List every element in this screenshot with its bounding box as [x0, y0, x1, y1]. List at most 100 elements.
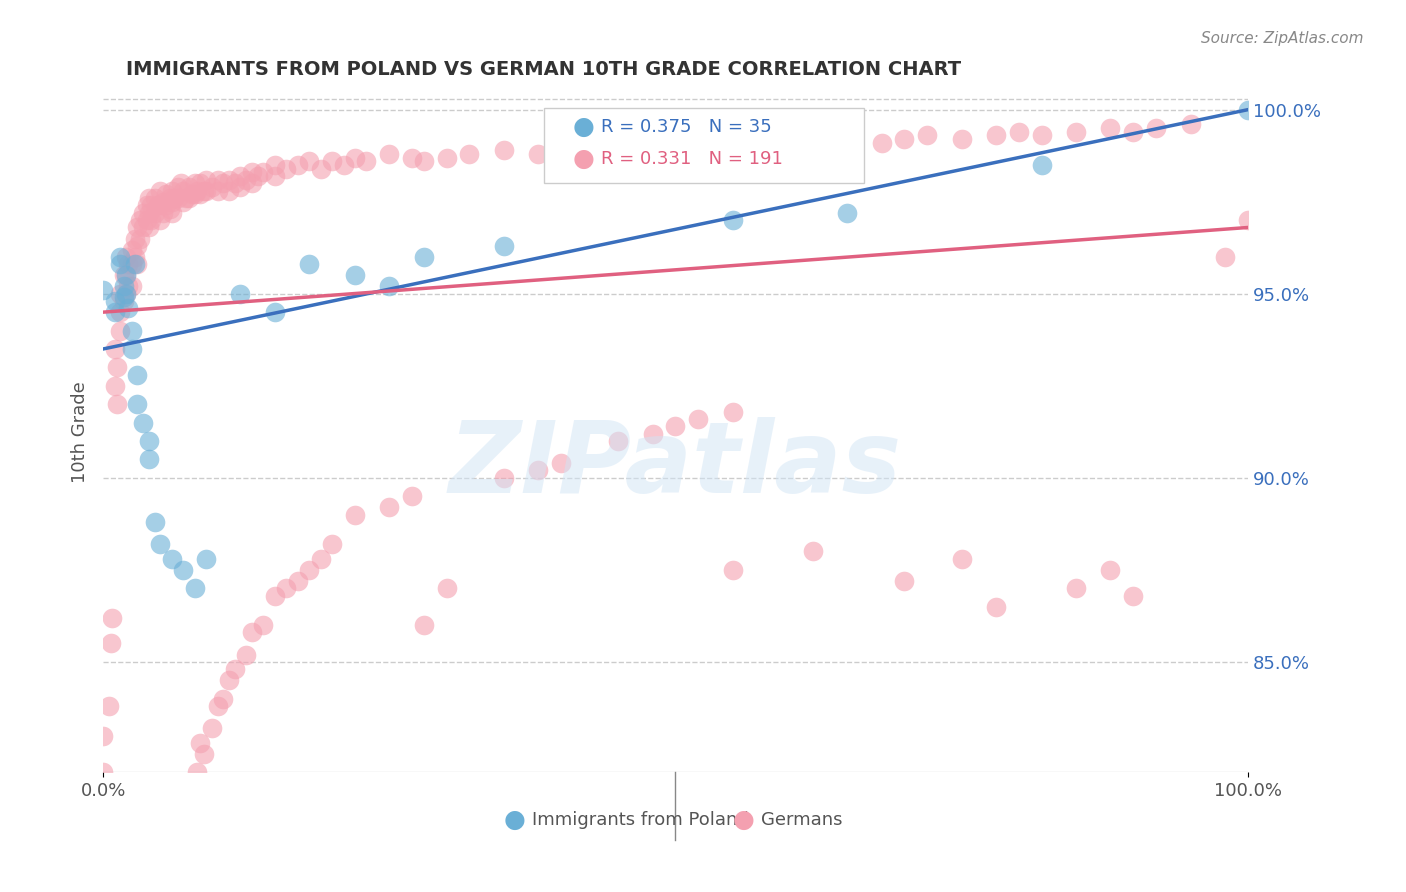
Point: [412, 250, 434, 264]
Point: [160, 184, 183, 198]
Point: [721, 563, 744, 577]
Point: [436, 151, 458, 165]
Point: [149, 198, 172, 212]
Point: [688, 412, 710, 426]
Point: [193, 747, 215, 761]
Point: [103, 342, 125, 356]
Point: [103, 305, 125, 319]
Point: [155, 198, 177, 212]
Point: [115, 286, 138, 301]
Point: [174, 809, 197, 823]
Point: [110, 286, 132, 301]
Point: [1237, 213, 1260, 227]
Point: [160, 194, 183, 209]
Point: [127, 368, 149, 382]
Point: [756, 132, 779, 146]
Point: [143, 191, 166, 205]
Point: [1064, 125, 1087, 139]
Text: Germans: Germans: [761, 811, 842, 829]
Point: [201, 721, 224, 735]
Point: [641, 426, 664, 441]
Point: [166, 847, 188, 861]
Point: [1099, 563, 1122, 577]
Point: [1122, 589, 1144, 603]
Point: [276, 161, 298, 176]
Point: [263, 589, 285, 603]
Point: [115, 250, 138, 264]
Point: [356, 154, 378, 169]
Point: [298, 563, 321, 577]
Point: [195, 184, 218, 198]
Point: [135, 213, 157, 227]
Point: [224, 662, 246, 676]
Point: [721, 136, 744, 150]
Point: [112, 290, 135, 304]
Point: [664, 136, 686, 150]
Point: [132, 416, 155, 430]
Text: R = 0.375   N = 35: R = 0.375 N = 35: [602, 119, 772, 136]
Point: [688, 139, 710, 153]
Point: [893, 574, 915, 588]
Point: [110, 250, 132, 264]
Point: [141, 213, 163, 227]
Point: [550, 456, 572, 470]
Point: [170, 838, 193, 853]
Point: [127, 397, 149, 411]
Point: [917, 128, 939, 143]
Point: [1122, 125, 1144, 139]
Point: [112, 279, 135, 293]
Point: [984, 599, 1007, 614]
Point: [172, 194, 194, 209]
Point: [218, 172, 240, 186]
Point: [186, 765, 208, 780]
Point: [195, 551, 218, 566]
Point: [801, 136, 824, 150]
Point: [128, 231, 150, 245]
Point: [105, 397, 128, 411]
Point: [181, 783, 204, 797]
Point: [121, 324, 143, 338]
Point: [152, 194, 174, 209]
Point: [112, 294, 135, 309]
Point: [252, 618, 274, 632]
Point: [492, 471, 515, 485]
Point: [276, 581, 298, 595]
Point: [412, 154, 434, 169]
Point: [378, 279, 401, 293]
Point: [177, 802, 200, 816]
Point: [984, 128, 1007, 143]
Point: [159, 191, 181, 205]
Text: Immigrants from Poland: Immigrants from Poland: [533, 811, 749, 829]
Point: [263, 305, 285, 319]
Point: [143, 206, 166, 220]
FancyBboxPatch shape: [544, 108, 865, 183]
Point: [195, 172, 218, 186]
Point: [1180, 117, 1202, 131]
Point: [138, 452, 160, 467]
Point: [207, 699, 229, 714]
Point: [332, 158, 354, 172]
Point: [117, 279, 139, 293]
Point: [135, 198, 157, 212]
Point: [115, 286, 138, 301]
Point: [105, 360, 128, 375]
Point: [121, 243, 143, 257]
Point: [321, 154, 343, 169]
Point: [492, 239, 515, 253]
Point: [309, 161, 332, 176]
Point: [127, 239, 149, 253]
Point: [183, 581, 205, 595]
Point: [138, 434, 160, 448]
Point: [166, 191, 188, 205]
Point: [664, 419, 686, 434]
Point: [401, 151, 423, 165]
Point: [240, 165, 263, 179]
Point: [163, 868, 186, 882]
Point: [110, 324, 132, 338]
Point: [149, 537, 172, 551]
Point: [121, 342, 143, 356]
Point: [110, 257, 132, 271]
Point: [181, 187, 204, 202]
Point: [110, 305, 132, 319]
Point: [1064, 581, 1087, 595]
